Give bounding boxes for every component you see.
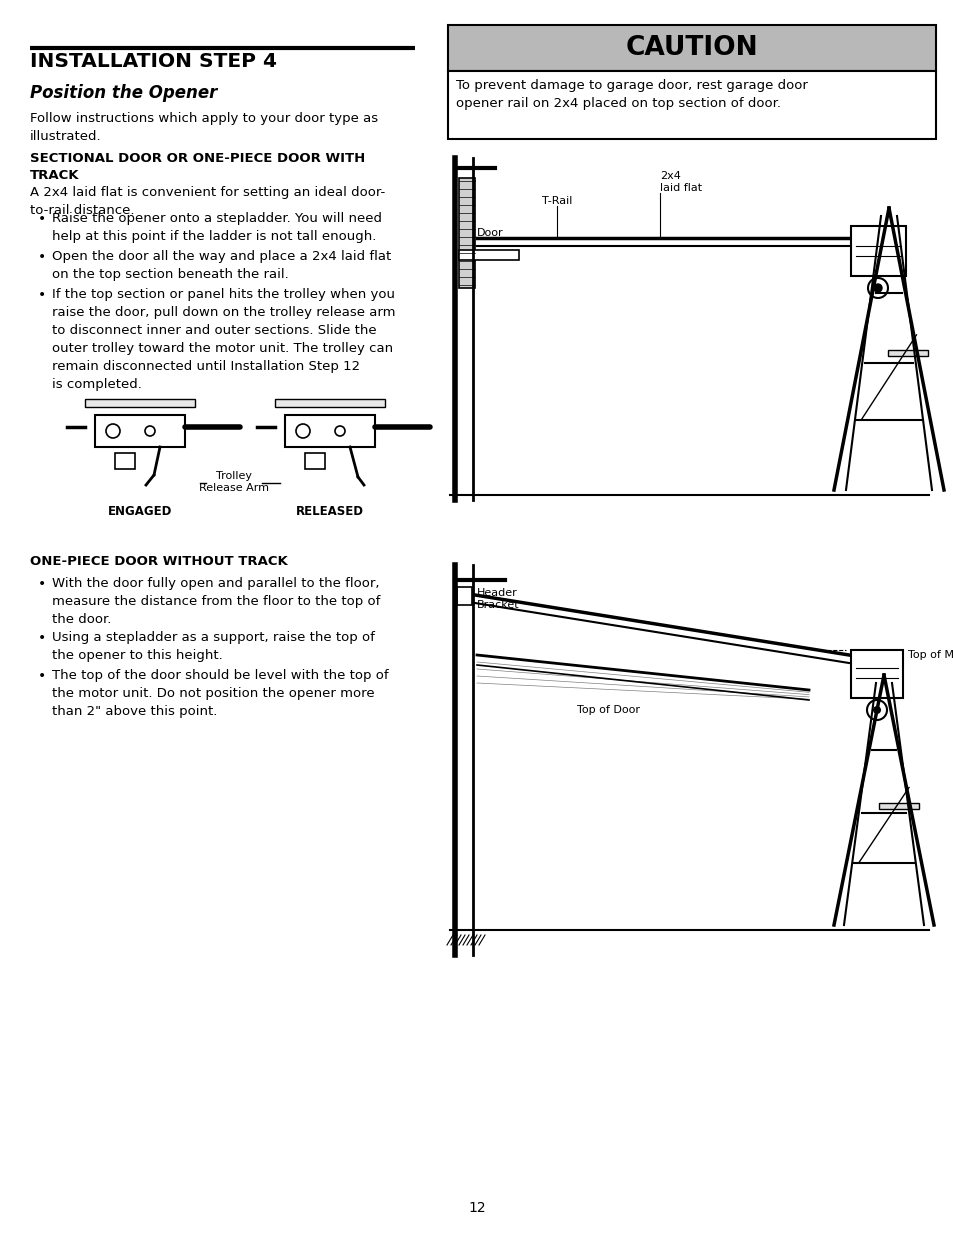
Bar — [887, 350, 927, 356]
Bar — [850, 650, 902, 698]
Text: Open the door all the way and place a 2x4 laid flat
on the top section beneath t: Open the door all the way and place a 2x… — [52, 249, 391, 282]
Bar — [285, 415, 375, 447]
Text: 2x4
laid flat: 2x4 laid flat — [659, 170, 701, 193]
Bar — [85, 399, 194, 408]
Text: •: • — [38, 288, 46, 303]
Text: •: • — [38, 249, 46, 264]
Text: With the door fully open and parallel to the floor,
measure the distance from th: With the door fully open and parallel to… — [52, 577, 380, 626]
Text: Using a stepladder as a support, raise the top of
the opener to this height.: Using a stepladder as a support, raise t… — [52, 631, 375, 662]
Bar — [878, 803, 918, 809]
Text: A 2x4 laid flat is convenient for setting an ideal door-
to-rail distance.: A 2x4 laid flat is convenient for settin… — [30, 186, 385, 217]
Text: Position the Opener: Position the Opener — [30, 84, 217, 103]
Text: Header
Bracket: Header Bracket — [476, 588, 519, 610]
Bar — [448, 70, 935, 140]
Text: INSTALLATION STEP 4: INSTALLATION STEP 4 — [30, 52, 276, 70]
Text: To prevent damage to garage door, rest garage door
opener rail on 2x4 placed on : To prevent damage to garage door, rest g… — [456, 79, 807, 110]
Text: Door: Door — [476, 228, 503, 238]
Polygon shape — [305, 453, 325, 469]
Text: Top of Door: Top of Door — [577, 705, 639, 715]
Text: Raise the opener onto a stepladder. You will need
help at this point if the ladd: Raise the opener onto a stepladder. You … — [52, 212, 381, 243]
Bar — [850, 226, 905, 275]
Text: •: • — [38, 577, 46, 592]
Text: Follow instructions which apply to your door type as
illustrated.: Follow instructions which apply to your … — [30, 112, 377, 143]
Text: If the top section or panel hits the trolley when you
raise the door, pull down : If the top section or panel hits the tro… — [52, 288, 395, 391]
Bar — [448, 25, 935, 70]
Text: ONE-PIECE DOOR WITHOUT TRACK: ONE-PIECE DOOR WITHOUT TRACK — [30, 555, 288, 568]
Bar — [458, 178, 475, 288]
Text: RELEASED: RELEASED — [295, 505, 364, 517]
Circle shape — [872, 706, 880, 714]
Text: •: • — [38, 631, 46, 645]
Bar — [95, 415, 185, 447]
Text: •: • — [38, 212, 46, 226]
Text: Trolley
Release Arm: Trolley Release Arm — [199, 471, 269, 494]
Circle shape — [873, 284, 882, 291]
Bar — [456, 587, 472, 605]
Text: 12: 12 — [468, 1200, 485, 1215]
Bar — [458, 249, 518, 261]
Text: T-Rail: T-Rail — [541, 196, 572, 206]
Text: Top of Motor Unit: Top of Motor Unit — [907, 650, 953, 659]
Text: ENGAGED: ENGAGED — [108, 505, 172, 517]
Text: SECTIONAL DOOR OR ONE-PIECE DOOR WITH
TRACK: SECTIONAL DOOR OR ONE-PIECE DOOR WITH TR… — [30, 152, 365, 182]
Polygon shape — [115, 453, 135, 469]
Text: CAUTION: CAUTION — [625, 35, 758, 61]
Text: The top of the door should be level with the top of
the motor unit. Do not posit: The top of the door should be level with… — [52, 669, 388, 718]
Bar — [274, 399, 385, 408]
Text: •: • — [38, 669, 46, 683]
